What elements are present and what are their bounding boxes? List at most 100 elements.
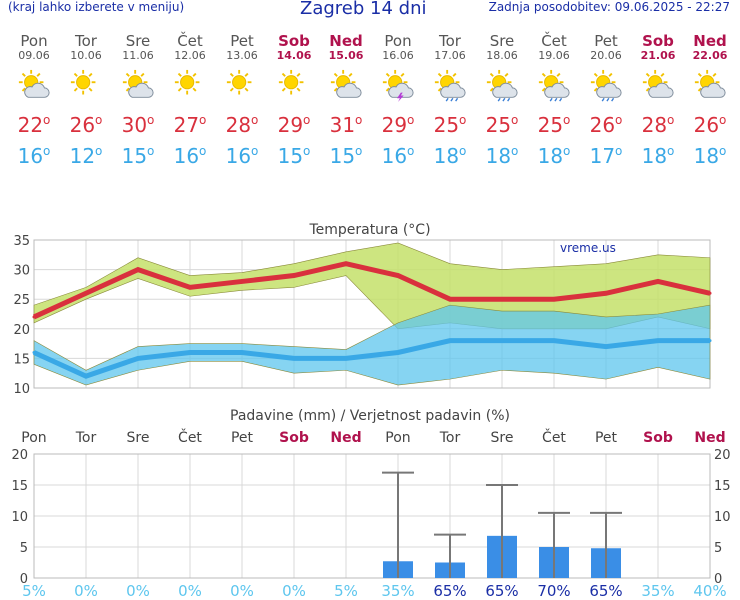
- day-name: Pet: [230, 32, 254, 50]
- day-date: 11.06: [122, 49, 154, 62]
- day-date: 16.06: [382, 49, 414, 62]
- max-temperature: 28o: [225, 113, 259, 137]
- precipitation-probability: 0%: [126, 582, 150, 600]
- sun-icon: [277, 69, 311, 103]
- min-temperature: 18o: [537, 144, 571, 168]
- day-name: Tor: [75, 32, 97, 50]
- min-temperature-line: [32, 338, 710, 379]
- max-temperature: 28o: [641, 113, 675, 137]
- min-temperature-line-point: [240, 350, 244, 354]
- max-temperature: 22o: [17, 113, 51, 137]
- min-temperature: 18o: [641, 144, 675, 168]
- max-temperature-line-point: [500, 297, 504, 301]
- day-name: Sre: [125, 32, 151, 50]
- sun-part: [70, 69, 96, 95]
- day-name: Sob: [642, 32, 674, 50]
- min-temperature-line-point: [84, 374, 88, 378]
- precipitation-chart-title: Padavine (mm) / Verjetnost padavin (%): [230, 408, 510, 424]
- y-tick-label-right: 20: [714, 448, 731, 463]
- precipitation-probability: 0%: [230, 582, 254, 600]
- precipitation-probability: 70%: [537, 582, 570, 600]
- category-label: Ned: [330, 430, 361, 446]
- sun-cloud-icon: [121, 69, 155, 103]
- max-temperature-line-point: [188, 285, 192, 289]
- day-name: Sob: [278, 32, 310, 50]
- sun-rain-icon: [537, 69, 571, 103]
- max-temperature: 26o: [69, 113, 103, 137]
- category-label: Pon: [21, 430, 46, 446]
- min-temperature-line-point: [396, 350, 400, 354]
- min-temperature-line-point: [188, 350, 192, 354]
- precipitation-probability: 65%: [485, 582, 518, 600]
- category-label: Sob: [279, 430, 309, 446]
- y-tick-label-left: 0: [20, 572, 28, 587]
- max-temperature-line-point: [84, 291, 88, 295]
- min-temperature: 16o: [17, 144, 51, 168]
- y-tick-label-right: 5: [714, 541, 722, 556]
- day-column: Ned 15.06 31o 15o: [320, 34, 372, 168]
- day-date: 18.06: [486, 49, 518, 62]
- precipitation-probability: 5%: [22, 582, 46, 600]
- min-temperature: 17o: [589, 144, 623, 168]
- daily-forecast-strip: Pon 09.06 22o 16o Tor 10.06 26o 12o Sre 11.06 30o 1…: [8, 34, 738, 174]
- max-temperature: 29o: [381, 113, 415, 137]
- day-column: Pon 09.06 22o 16o: [8, 34, 60, 168]
- day-column: Pon 16.06 29o 16o: [372, 34, 424, 168]
- max-temperature-line-point: [292, 274, 296, 278]
- thunderstorm-icon: [381, 69, 415, 103]
- sun-part: [174, 69, 200, 95]
- day-column: Pet 13.06 28o 16o: [216, 32, 268, 168]
- watermark: vreme.us: [560, 241, 616, 255]
- y-tick-label-left: 5: [20, 541, 28, 556]
- day-date: 15.06: [328, 49, 364, 62]
- day-name: Čet: [177, 32, 203, 50]
- min-temperature-line-point: [500, 339, 504, 343]
- day-date: 21.06: [640, 49, 676, 62]
- y-tick-label: 25: [13, 293, 30, 308]
- temperature-chart-title: Temperatura (°C): [308, 222, 430, 238]
- sun-part: [226, 69, 252, 95]
- max-temperature-line-point: [552, 297, 556, 301]
- sun-cloud-icon: [641, 69, 675, 103]
- day-column: Čet 12.06 27o 16o: [164, 32, 216, 168]
- precipitation-probability: 0%: [178, 582, 202, 600]
- last-updated: Zadnja posodobitev: 09.06.2025 - 22:27: [488, 0, 730, 14]
- day-date: 13.06: [226, 49, 258, 62]
- precipitation-probability: 35%: [641, 582, 674, 600]
- min-temperature-line-point: [708, 339, 712, 343]
- sun-rain-icon: [485, 69, 519, 103]
- y-tick-label-left: 20: [11, 448, 28, 463]
- min-temperature: 18o: [693, 144, 727, 168]
- y-tick-label: 20: [13, 323, 30, 338]
- max-temperature-line-point: [708, 291, 712, 295]
- day-column: Tor 17.06 25o 18o: [424, 34, 476, 168]
- min-temperature: 16o: [225, 144, 259, 168]
- day-name: Sre: [489, 32, 515, 50]
- min-temperature: 15o: [121, 144, 155, 168]
- y-tick-label: 30: [13, 264, 30, 279]
- category-label: Tor: [75, 430, 97, 446]
- category-label: Pet: [595, 430, 618, 446]
- category-label: Sob: [643, 430, 673, 446]
- y-tick-label: 35: [13, 234, 30, 249]
- min-temperature-line-point: [292, 356, 296, 360]
- day-date: 14.06: [276, 49, 312, 62]
- max-temperature: 29o: [277, 113, 311, 137]
- max-temperature: 26o: [693, 113, 727, 137]
- day-column: Sre 11.06 30o 15o: [112, 32, 164, 168]
- category-label: Ned: [694, 430, 725, 446]
- sun-icon: [173, 69, 207, 103]
- day-date: 19.06: [538, 49, 570, 62]
- category-label: Sre: [127, 430, 150, 446]
- y-tick-label-right: 15: [714, 479, 731, 494]
- y-tick-label-right: 0: [714, 572, 722, 587]
- min-temperature-line-point: [552, 339, 556, 343]
- category-label: Tor: [439, 430, 461, 446]
- max-temperature-line-point: [656, 279, 660, 283]
- min-temperature-line-point: [32, 350, 36, 354]
- min-temperature: 16o: [381, 144, 415, 168]
- precipitation-probability: 0%: [282, 582, 306, 600]
- day-column: Sob 21.06 28o 18o: [632, 32, 684, 168]
- day-name: Pet: [594, 32, 618, 50]
- max-temperature-band: [33, 242, 711, 330]
